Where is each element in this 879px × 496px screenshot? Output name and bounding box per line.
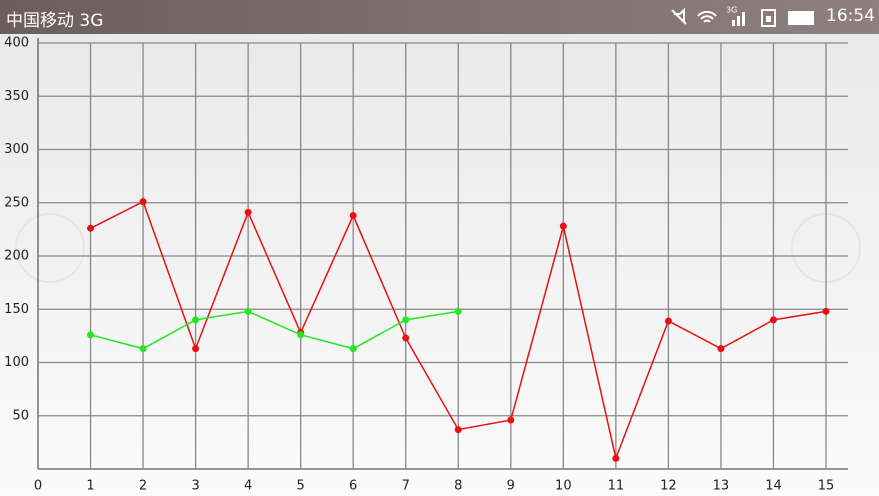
data-point bbox=[297, 331, 305, 339]
x-tick-label: 5 bbox=[297, 479, 305, 494]
x-tick-label: 0 bbox=[34, 479, 42, 494]
x-tick-label: 15 bbox=[818, 479, 835, 494]
data-point bbox=[87, 331, 95, 339]
data-point bbox=[454, 307, 462, 315]
data-point bbox=[192, 316, 200, 324]
status-bar: 中国移动 3G 3G 16:54 bbox=[0, 0, 879, 34]
x-tick-label: 1 bbox=[86, 479, 94, 494]
data-point bbox=[192, 345, 200, 353]
data-point bbox=[402, 316, 410, 324]
x-tick-label: 13 bbox=[713, 479, 730, 494]
data-point bbox=[717, 345, 725, 353]
x-tick-label: 4 bbox=[244, 479, 252, 494]
x-tick-label: 2 bbox=[139, 479, 147, 494]
x-tick-label: 3 bbox=[191, 479, 199, 494]
data-point bbox=[559, 222, 567, 230]
data-point bbox=[664, 317, 672, 325]
y-tick-label: 400 bbox=[4, 36, 29, 51]
y-tick-label: 100 bbox=[4, 355, 29, 370]
data-point bbox=[507, 416, 515, 424]
x-tick-label: 9 bbox=[507, 479, 515, 494]
y-tick-label: 150 bbox=[4, 302, 29, 317]
x-tick-label: 12 bbox=[660, 479, 677, 494]
data-point bbox=[769, 316, 777, 324]
data-point bbox=[612, 454, 620, 462]
y-tick-label: 350 bbox=[4, 89, 29, 104]
data-point bbox=[349, 212, 357, 220]
y-tick-label: 200 bbox=[4, 249, 29, 264]
x-tick-label: 6 bbox=[349, 479, 357, 494]
x-tick-label: 10 bbox=[555, 479, 572, 494]
x-tick-label: 8 bbox=[454, 479, 462, 494]
x-tick-label: 14 bbox=[765, 479, 782, 494]
series-line bbox=[90, 310, 459, 350]
network-label: 3G bbox=[726, 6, 737, 15]
data-point bbox=[822, 307, 830, 315]
data-point bbox=[139, 198, 147, 206]
data-point bbox=[244, 307, 252, 315]
data-point bbox=[244, 208, 252, 216]
status-icons: 3G bbox=[671, 6, 814, 27]
x-tick-label: 11 bbox=[608, 479, 625, 494]
clock: 16:54 bbox=[826, 6, 875, 26]
data-point bbox=[87, 224, 95, 232]
y-tick-label: 300 bbox=[4, 142, 29, 157]
x-tick-label: 7 bbox=[402, 479, 410, 494]
data-point bbox=[402, 334, 410, 342]
carrier: 中国移动 3G bbox=[6, 11, 104, 31]
y-tick-label: 250 bbox=[4, 195, 29, 210]
data-point bbox=[349, 345, 357, 353]
data-point bbox=[454, 426, 462, 434]
y-tick-label: 50 bbox=[12, 408, 29, 423]
data-point bbox=[139, 345, 147, 353]
